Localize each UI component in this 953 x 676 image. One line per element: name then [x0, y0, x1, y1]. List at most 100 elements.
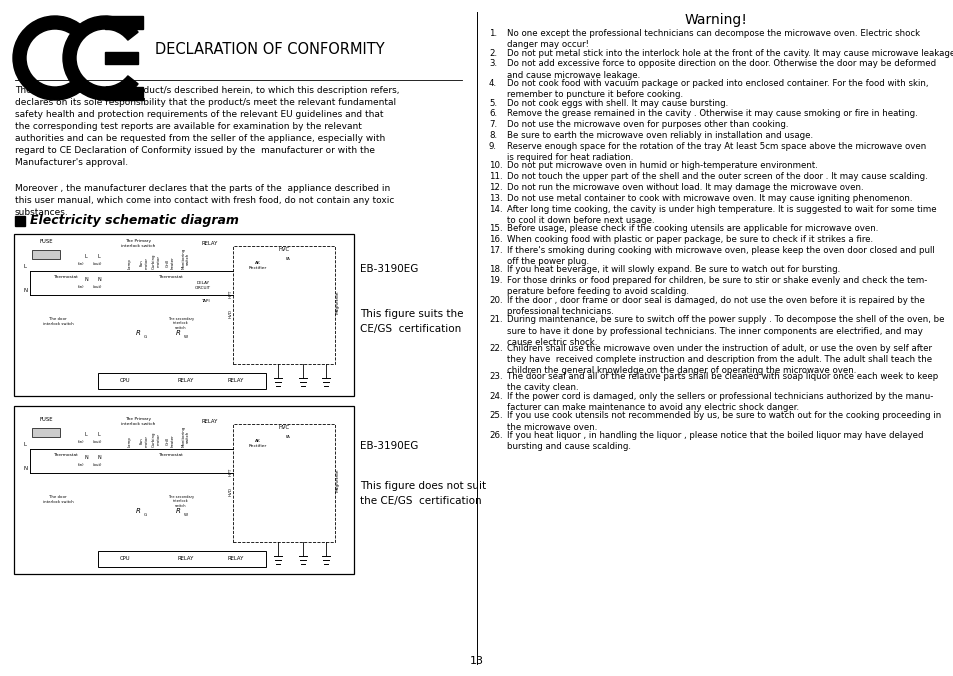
Text: 24.: 24.: [489, 392, 502, 401]
Text: The manufacturer of the product/s described herein, to which this description re: The manufacturer of the product/s descri…: [15, 86, 399, 167]
Text: HVT: HVT: [229, 290, 233, 298]
Text: 18.: 18.: [489, 266, 502, 274]
Bar: [98, 373, 266, 389]
Text: 9.: 9.: [489, 142, 497, 151]
Text: G: G: [144, 513, 147, 517]
Text: 23.: 23.: [489, 372, 502, 381]
Text: Do not cook food with vacuum package or packed into enclosed container. For the : Do not cook food with vacuum package or …: [506, 79, 927, 99]
Wedge shape: [63, 16, 138, 100]
Bar: [14, 406, 354, 574]
Text: L: L: [98, 432, 101, 437]
Text: 5.: 5.: [489, 99, 497, 107]
Text: (in): (in): [78, 440, 85, 444]
Text: HVD: HVD: [229, 310, 233, 318]
Text: L: L: [98, 254, 101, 259]
Text: N: N: [98, 455, 102, 460]
Text: N: N: [85, 455, 89, 460]
Text: N: N: [24, 289, 28, 293]
Text: RELAY: RELAY: [177, 556, 194, 562]
Text: HVC: HVC: [278, 425, 290, 430]
Text: FUSE: FUSE: [39, 239, 52, 244]
Text: 19.: 19.: [489, 276, 502, 285]
Text: (out): (out): [92, 463, 102, 467]
Text: 15.: 15.: [489, 224, 502, 233]
Text: 25.: 25.: [489, 412, 502, 420]
Text: Remove the grease remained in the cavity . Otherwise it may cause smoking or fir: Remove the grease remained in the cavity…: [506, 110, 917, 118]
Text: If you heat liquor , in handling the liquor , please notice that the boiled liqu: If you heat liquor , in handling the liq…: [506, 431, 923, 452]
Text: R: R: [136, 508, 141, 514]
Text: No one except the professional technicians can decompose the microwave oven. Ele: No one except the professional technicia…: [506, 29, 919, 49]
Text: N: N: [24, 466, 28, 471]
Text: Electricity schematic diagram: Electricity schematic diagram: [30, 214, 238, 228]
Text: 22.: 22.: [489, 344, 502, 353]
Text: If the power cord is damaged, only the sellers or professional technicians autho: If the power cord is damaged, only the s…: [506, 392, 932, 412]
Text: Warning!: Warning!: [684, 13, 746, 27]
Text: Monitoring
switch: Monitoring switch: [182, 426, 190, 447]
Text: Do not put microwave oven in humid or high-temperature environment.: Do not put microwave oven in humid or hi…: [506, 162, 817, 170]
Text: N: N: [85, 277, 89, 282]
Text: The door
interlock switch: The door interlock switch: [43, 317, 73, 326]
Text: FA: FA: [285, 435, 290, 439]
Text: If you use cook utensils not recommended by us, be sure to watch out for the coo: If you use cook utensils not recommended…: [506, 412, 941, 432]
Text: 10.: 10.: [489, 162, 502, 170]
Bar: [105, 52, 138, 64]
Text: The door seal and all of the relative parts shall be cleaned with soap liquor on: The door seal and all of the relative pa…: [506, 372, 937, 393]
Text: AK
Rectifier: AK Rectifier: [249, 261, 267, 270]
Text: RELAY: RELAY: [228, 379, 244, 383]
Bar: [98, 551, 266, 567]
Text: Children shall use the microwave oven under the instruction of adult, or use the: Children shall use the microwave oven un…: [506, 344, 931, 375]
Text: R: R: [175, 330, 181, 336]
Text: R: R: [136, 330, 141, 336]
Text: (out): (out): [92, 440, 102, 444]
Text: After long time cooking, the cavity is under high temperature. It is suggested t: After long time cooking, the cavity is u…: [506, 205, 936, 225]
Text: Grill
heater: Grill heater: [166, 256, 174, 269]
Text: Magnetron: Magnetron: [335, 468, 339, 491]
Text: 6.: 6.: [489, 110, 497, 118]
Text: N: N: [98, 277, 102, 282]
Text: HVC: HVC: [278, 247, 290, 252]
Text: Magnetron: Magnetron: [335, 290, 339, 314]
Text: The Primary
interlock switch: The Primary interlock switch: [121, 417, 155, 426]
Wedge shape: [13, 16, 88, 100]
Text: During maintenance, be sure to switch off the power supply . To decompose the sh: During maintenance, be sure to switch of…: [506, 316, 943, 347]
Text: Curbing
motor: Curbing motor: [152, 254, 160, 269]
Text: The door
interlock switch: The door interlock switch: [43, 495, 73, 504]
Text: Moreover , the manufacturer declares that the parts of the  appliance described : Moreover , the manufacturer declares tha…: [15, 184, 394, 217]
Text: Do not cook eggs with shell. It may cause bursting.: Do not cook eggs with shell. It may caus…: [506, 99, 727, 107]
Text: DELAY
CIRCUIT: DELAY CIRCUIT: [194, 281, 211, 289]
Text: Reserve enough space for the rotation of the tray At least 5cm space above the m: Reserve enough space for the rotation of…: [506, 142, 925, 162]
Text: 8.: 8.: [489, 131, 497, 140]
Text: 7.: 7.: [489, 120, 497, 129]
Text: Do not put metal stick into the interlock hole at the front of the cavity. It ma: Do not put metal stick into the interloc…: [506, 49, 953, 57]
Text: (out): (out): [92, 262, 102, 266]
Bar: [32, 250, 60, 259]
Text: L: L: [24, 443, 27, 448]
Text: Before usage, please check if the cooking utensils are applicable for microwave : Before usage, please check if the cookin…: [506, 224, 878, 233]
Text: RELAY: RELAY: [202, 241, 218, 246]
Text: Thermostat: Thermostat: [157, 275, 182, 279]
Text: Thermostat: Thermostat: [52, 453, 77, 457]
Text: Do not run the microwave oven without load. It may damage the microwave oven.: Do not run the microwave oven without lo…: [506, 183, 862, 192]
Bar: [32, 428, 60, 437]
Text: For those drinks or food prepared for children, be sure to stir or shake evenly : For those drinks or food prepared for ch…: [506, 276, 926, 297]
Text: CPU: CPU: [119, 556, 131, 562]
Bar: [15, 216, 25, 226]
Text: (in): (in): [78, 285, 85, 289]
Text: Fan
motor: Fan motor: [140, 257, 148, 269]
Text: 2.: 2.: [489, 49, 497, 57]
Text: 17.: 17.: [489, 246, 502, 255]
Text: RELAY: RELAY: [228, 556, 244, 562]
Text: 1.: 1.: [489, 29, 497, 38]
Text: Lamp: Lamp: [128, 258, 132, 269]
Text: Be sure to earth the microwave oven reliably in installation and usage.: Be sure to earth the microwave oven reli…: [506, 131, 812, 140]
Bar: [233, 246, 335, 364]
Text: The secondary
interlock
switch: The secondary interlock switch: [168, 495, 193, 508]
Text: W: W: [184, 513, 188, 517]
Text: R: R: [175, 508, 181, 514]
Text: Do not add excessive force to opposite direction on the door. Otherwise the door: Do not add excessive force to opposite d…: [506, 59, 935, 80]
Text: 12.: 12.: [489, 183, 502, 192]
Bar: [105, 87, 143, 100]
Text: (in): (in): [78, 262, 85, 266]
Text: 13: 13: [470, 656, 483, 666]
Text: RELAY: RELAY: [177, 379, 194, 383]
